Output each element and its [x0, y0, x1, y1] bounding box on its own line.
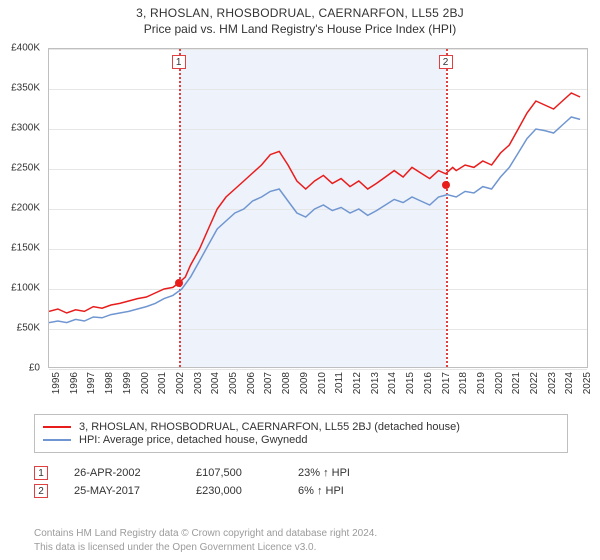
x-tick-label: 2005 [228, 372, 239, 394]
x-tick-label: 2008 [281, 372, 292, 394]
x-tick-label: 2000 [140, 372, 151, 394]
x-tick-label: 2023 [547, 372, 558, 394]
footer-line: Contains HM Land Registry data © Crown c… [34, 527, 568, 541]
plot-area: 12 [48, 48, 588, 368]
x-axis-labels: 1995 1996 1997 1998 1999 2000 2001 2002 2003 2004… [48, 370, 588, 404]
purchase-num-icon: 1 [34, 466, 48, 480]
purchase-price: £107,500 [196, 467, 276, 479]
x-tick-label: 2009 [299, 372, 310, 394]
x-tick-label: 1995 [51, 372, 62, 394]
footer: Contains HM Land Registry data © Crown c… [34, 527, 568, 554]
x-tick-label: 2001 [157, 372, 168, 394]
y-tick-label: £350K [11, 83, 40, 94]
x-tick-label: 2002 [175, 372, 186, 394]
series-line-hpi [49, 117, 580, 323]
x-tick-label: 2020 [494, 372, 505, 394]
y-tick-label: £200K [11, 203, 40, 214]
y-tick-label: £50K [17, 323, 40, 334]
x-tick-label: 2014 [387, 372, 398, 394]
legend-label: HPI: Average price, detached house, Gwyn… [79, 434, 308, 446]
purchase-date: 25-MAY-2017 [74, 485, 174, 497]
purchase-date: 26-APR-2002 [74, 467, 174, 479]
x-tick-label: 1996 [69, 372, 80, 394]
y-tick-label: £150K [11, 243, 40, 254]
x-tick-label: 1998 [104, 372, 115, 394]
legend-swatch-subject [43, 426, 71, 428]
x-tick-label: 2011 [334, 372, 345, 394]
chart-container: £0 £50K £100K £150K £200K £250K £300K £350K £400… [0, 44, 600, 404]
x-tick-label: 2013 [370, 372, 381, 394]
x-tick-label: 2025 [582, 372, 593, 394]
legend-swatch-hpi [43, 439, 71, 441]
purchase-row-1: 1 26-APR-2002 £107,500 23% ↑ HPI [34, 466, 568, 480]
x-tick-label: 2017 [441, 372, 452, 394]
series-line-subject [49, 93, 580, 313]
legend-box: 3, RHOSLAN, RHOSBODRUAL, CAERNARFON, LL5… [34, 414, 568, 453]
chart-subtitle: Price paid vs. HM Land Registry's House … [0, 22, 600, 36]
x-tick-label: 2015 [405, 372, 416, 394]
purchase-rows: 1 26-APR-2002 £107,500 23% ↑ HPI 2 25-MA… [34, 462, 568, 502]
x-tick-label: 2019 [476, 372, 487, 394]
x-tick-label: 2012 [352, 372, 363, 394]
x-tick-label: 2018 [458, 372, 469, 394]
purchase-price: £230,000 [196, 485, 276, 497]
chart-title-address: 3, RHOSLAN, RHOSBODRUAL, CAERNARFON, LL5… [0, 6, 600, 20]
purchase-num-icon: 2 [34, 484, 48, 498]
x-tick-label: 2004 [210, 372, 221, 394]
x-tick-label: 2010 [317, 372, 328, 394]
purchase-delta: 23% ↑ HPI [298, 467, 350, 479]
chart-title-block: 3, RHOSLAN, RHOSBODRUAL, CAERNARFON, LL5… [0, 0, 600, 36]
purchase-dot [175, 279, 183, 287]
y-tick-label: £300K [11, 123, 40, 134]
x-tick-label: 2007 [263, 372, 274, 394]
x-tick-label: 2024 [564, 372, 575, 394]
x-tick-label: 2006 [246, 372, 257, 394]
y-tick-label: £100K [11, 283, 40, 294]
x-tick-label: 2021 [511, 372, 522, 394]
purchase-dot [442, 181, 450, 189]
legend-label: 3, RHOSLAN, RHOSBODRUAL, CAERNARFON, LL5… [79, 421, 460, 433]
x-tick-label: 2016 [423, 372, 434, 394]
legend-item-subject: 3, RHOSLAN, RHOSBODRUAL, CAERNARFON, LL5… [43, 421, 559, 433]
x-tick-label: 2022 [529, 372, 540, 394]
footer-line: This data is licensed under the Open Gov… [34, 541, 568, 555]
x-tick-label: 1999 [122, 372, 133, 394]
purchase-row-2: 2 25-MAY-2017 £230,000 6% ↑ HPI [34, 484, 568, 498]
x-tick-label: 1997 [86, 372, 97, 394]
purchase-delta: 6% ↑ HPI [298, 485, 344, 497]
y-axis-labels: £0£50K£100K£150K£200K£250K£300K£350K£400… [0, 48, 44, 368]
y-tick-label: £0 [29, 363, 40, 374]
y-tick-label: £250K [11, 163, 40, 174]
legend-item-hpi: HPI: Average price, detached house, Gwyn… [43, 434, 559, 446]
y-tick-label: £400K [11, 43, 40, 54]
x-tick-label: 2003 [193, 372, 204, 394]
series-svg [49, 49, 589, 369]
